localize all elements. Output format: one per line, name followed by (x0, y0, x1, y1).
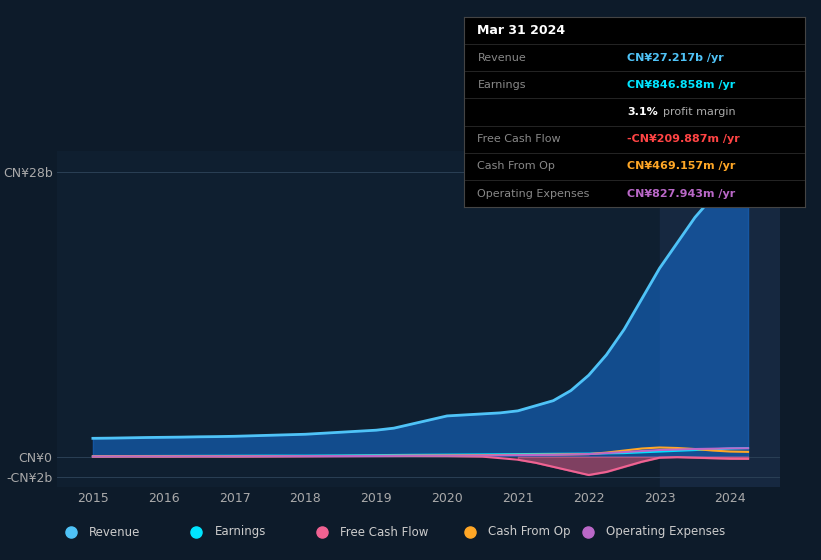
Text: CN¥27.217b /yr: CN¥27.217b /yr (627, 53, 724, 63)
Text: Mar 31 2024: Mar 31 2024 (478, 24, 566, 37)
Text: profit margin: profit margin (663, 107, 736, 117)
Text: Operating Expenses: Operating Expenses (606, 525, 726, 539)
Text: Revenue: Revenue (89, 525, 140, 539)
Text: CN¥827.943m /yr: CN¥827.943m /yr (627, 189, 736, 199)
Text: Cash From Op: Cash From Op (478, 161, 555, 171)
Text: Operating Expenses: Operating Expenses (478, 189, 589, 199)
Text: CN¥846.858m /yr: CN¥846.858m /yr (627, 80, 736, 90)
Text: Free Cash Flow: Free Cash Flow (478, 134, 561, 144)
Text: Earnings: Earnings (478, 80, 526, 90)
Text: Cash From Op: Cash From Op (488, 525, 571, 539)
Text: Revenue: Revenue (478, 53, 526, 63)
Text: Earnings: Earnings (215, 525, 266, 539)
Text: 3.1%: 3.1% (627, 107, 658, 117)
Text: CN¥469.157m /yr: CN¥469.157m /yr (627, 161, 736, 171)
Text: Free Cash Flow: Free Cash Flow (341, 525, 429, 539)
Bar (659, 151, 780, 487)
Text: -CN¥209.887m /yr: -CN¥209.887m /yr (627, 134, 741, 144)
